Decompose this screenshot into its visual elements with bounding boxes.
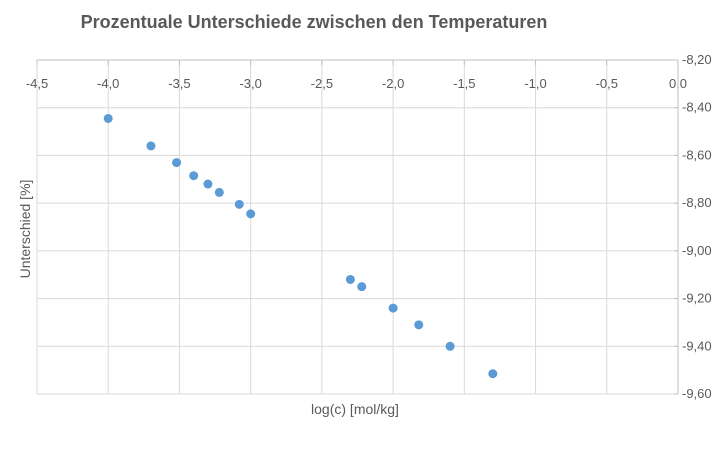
x-tick-label: -3,0 <box>239 76 261 91</box>
axis-layer: -4,5 -4,0 -3,5 -3,0 -2,5 -2,0 -1,5 -1,0 -0,5 0,0-… <box>26 52 712 401</box>
y-axis-label: Unterschied [%] <box>17 180 33 279</box>
data-point <box>172 158 182 168</box>
x-tick-label: -2,5 <box>311 76 333 91</box>
data-point <box>146 141 156 151</box>
chart-title: Prozentuale Unterschiede zwischen den Te… <box>81 12 548 32</box>
data-point <box>414 320 424 330</box>
data-point <box>203 179 213 189</box>
data-point <box>246 209 256 219</box>
data-point <box>103 113 113 123</box>
y-tick-label: -9,00 <box>682 243 712 258</box>
y-tick-label: -8,40 <box>682 100 712 115</box>
x-tick-label: -1,0 <box>524 76 546 91</box>
data-point <box>189 171 199 181</box>
data-point <box>488 369 498 379</box>
y-tick-label: -9,60 <box>682 386 712 401</box>
data-point <box>357 282 367 292</box>
x-tick-label: -4,5 <box>26 76 48 91</box>
x-tick-label: -4,0 <box>97 76 119 91</box>
y-tick-label: -8,80 <box>682 195 712 210</box>
x-tick-label: -0,5 <box>596 76 618 91</box>
data-point <box>388 303 398 313</box>
grid-layer <box>36 59 679 395</box>
points-layer <box>103 113 498 379</box>
data-point <box>445 341 455 351</box>
y-tick-label: -8,20 <box>682 52 712 67</box>
data-point <box>345 274 355 284</box>
data-point <box>214 187 224 197</box>
y-tick-label: -9,40 <box>682 338 712 353</box>
y-tick-label: -8,60 <box>682 147 712 162</box>
x-tick-label: -2,0 <box>382 76 404 91</box>
x-axis-label: log(c) [mol/kg] <box>311 401 399 417</box>
data-point <box>234 199 244 209</box>
y-tick-label: -9,20 <box>682 291 712 306</box>
x-tick-label: -1,5 <box>453 76 475 91</box>
x-tick-label: -3,5 <box>168 76 190 91</box>
